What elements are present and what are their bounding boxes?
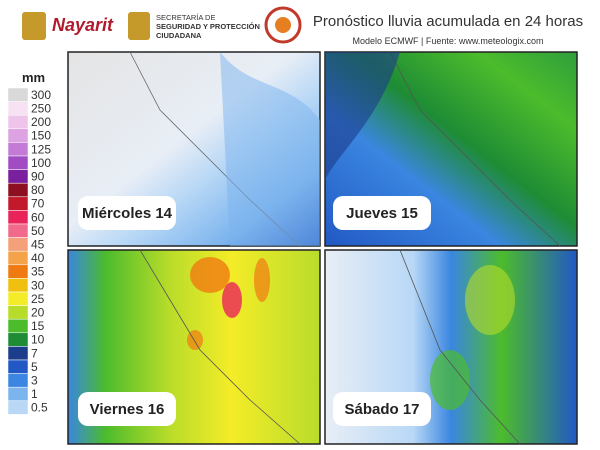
state-logo: Nayarit [52,15,114,35]
legend-label: 3 [31,373,38,387]
legend-unit: mm [22,70,45,85]
legend-label: 50 [31,224,45,238]
legend-label: 125 [31,142,51,156]
legend-swatch [7,155,29,170]
legend-label: 1 [31,387,38,401]
legend-swatch [7,210,29,225]
agency-shield [128,12,150,40]
legend-label: 80 [31,183,45,197]
map-panel: Miércoles 14 [67,51,321,247]
legend-swatch [7,278,29,293]
agency-line: SECRETARÍA DE [156,13,215,22]
legend-swatch [7,386,29,402]
legend-label: 30 [31,278,45,292]
legend-swatch [7,291,29,306]
legend-label: 60 [31,210,45,224]
legend-label: 0.5 [31,401,48,415]
title: Pronóstico lluvia acumulada en 24 horas [313,13,583,30]
legend-swatch [7,196,29,211]
legend-swatch [7,332,29,347]
legend-label: 15 [31,319,45,333]
legend-swatch [7,182,29,198]
legend-label: 100 [31,156,51,170]
panel-label: Jueves 15 [346,205,418,222]
panel-label: Sábado 17 [344,401,419,418]
legend-swatch [7,237,29,252]
legend-swatch [7,305,29,320]
legend-label: 300 [31,88,51,102]
legend-label: 250 [31,101,51,115]
civil-protection-logo-center [275,17,291,33]
panel-label: Miércoles 14 [82,205,173,222]
legend: 3002502001501251009080706050454035302520… [7,87,51,415]
legend-label: 45 [31,237,45,251]
legend-swatch [7,250,29,266]
legend-label: 200 [31,115,51,129]
legend-swatch [7,400,29,415]
legend-label: 90 [31,169,45,183]
legend-swatch [7,264,29,279]
agency-line: SEGURIDAD Y PROTECCIÓN [156,22,260,31]
legend-label: 40 [31,251,45,265]
legend-label: 35 [31,265,45,279]
map-panel: Sábado 17 [324,249,578,445]
legend-label: 70 [31,197,45,211]
state-shield [22,12,46,40]
legend-swatch [7,318,29,334]
legend-label: 25 [31,292,45,306]
legend-swatch [7,142,29,157]
legend-label: 7 [31,346,38,360]
legend-swatch [7,346,29,361]
subtitle: Modelo ECMWF | Fuente: www.meteologix.co… [353,36,544,46]
panel-label: Viernes 16 [90,401,165,418]
legend-label: 10 [31,333,45,347]
legend-swatch [7,169,29,184]
legend-swatch [7,373,29,388]
legend-swatch [7,128,29,143]
legend-swatch [7,101,29,116]
agency-line: CIUDADANA [156,31,202,40]
legend-swatch [7,87,29,102]
legend-label: 150 [31,129,51,143]
legend-label: 20 [31,305,45,319]
legend-label: 5 [31,360,38,374]
legend-swatch [7,359,29,374]
legend-swatch [7,223,29,238]
legend-swatch [7,114,29,130]
map-panel: Jueves 15 [324,51,578,247]
map-panel: Viernes 16 [67,249,321,445]
